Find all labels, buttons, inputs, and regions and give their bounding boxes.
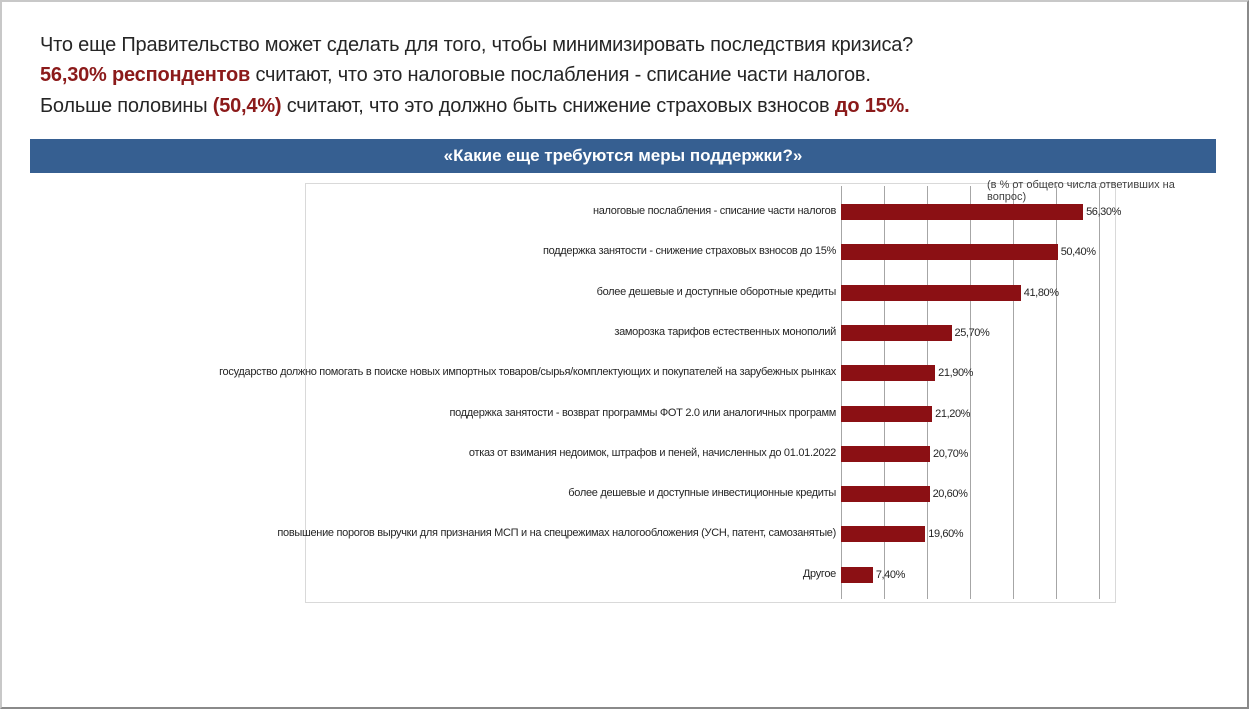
value-label: 21,20% [935, 407, 971, 420]
category-label: поддержка занятости - возврат программы … [449, 406, 836, 419]
headline-highlight: до 15%. [834, 95, 910, 117]
value-label: 19,60% [928, 528, 964, 541]
value-label: 56,30% [1086, 206, 1121, 218]
category-label: налоговые послабления - списание части н… [592, 205, 836, 217]
value-label: 7,40% [875, 568, 906, 581]
chart-title-banner: «Какие еще требуются меры поддержки?» [30, 139, 1216, 173]
category-label: Другое [802, 567, 836, 580]
bar [841, 204, 1084, 220]
value-label: 41,80% [1023, 286, 1059, 299]
chart-note: (в % от общего числа ответивших на вопро… [987, 179, 1175, 203]
headline-line-3: Больше половины (50,4%) считают, что это… [40, 95, 910, 118]
bar [841, 365, 936, 382]
gridline [927, 186, 928, 599]
category-label: более дешевые и доступные инвестиционные… [568, 487, 836, 500]
headline-line-1: Что еще Правительство может сделать для … [40, 34, 914, 56]
value-label: 21,90% [938, 367, 974, 380]
value-label: 25,70% [954, 326, 990, 339]
gridline [1099, 186, 1100, 599]
headline-text: считают, что это должно быть снижение ст… [281, 95, 835, 117]
category-label: отказ от взимания недоимок, штрафов и пе… [468, 446, 836, 459]
bar [841, 405, 933, 422]
bar [841, 324, 952, 341]
headline-line-2: 56,30% респондентов считают, что это нал… [40, 64, 871, 87]
gridline [970, 186, 971, 599]
gridline [1013, 186, 1014, 599]
bar [841, 526, 926, 543]
gridline [884, 186, 885, 599]
value-label: 20,60% [932, 488, 968, 501]
value-label: 20,70% [933, 447, 968, 460]
headline-highlight: (50,4%) [212, 95, 282, 117]
gridline [841, 186, 842, 599]
chart-area [305, 183, 1116, 603]
category-label: более дешевые и доступные оборотные кред… [596, 285, 837, 298]
value-label: 50,40% [1060, 246, 1096, 259]
category-label: повышение порогов выручки для признания … [277, 527, 836, 540]
bar [841, 445, 930, 462]
bar [841, 284, 1021, 301]
headline-text: Больше половины [40, 95, 213, 117]
category-label: заморозка тарифов естественных монополий [614, 325, 836, 338]
bar [841, 566, 873, 583]
bar [841, 244, 1058, 261]
gridline [1056, 186, 1057, 599]
category-label: поддержка занятости - снижение страховых… [542, 245, 836, 258]
bar [841, 486, 930, 503]
headline-text: считают, что это налоговые послабления -… [250, 64, 871, 86]
category-label: государство должно помогать в поиске нов… [219, 366, 836, 379]
headline-highlight: 56,30% респондентов [40, 64, 251, 86]
